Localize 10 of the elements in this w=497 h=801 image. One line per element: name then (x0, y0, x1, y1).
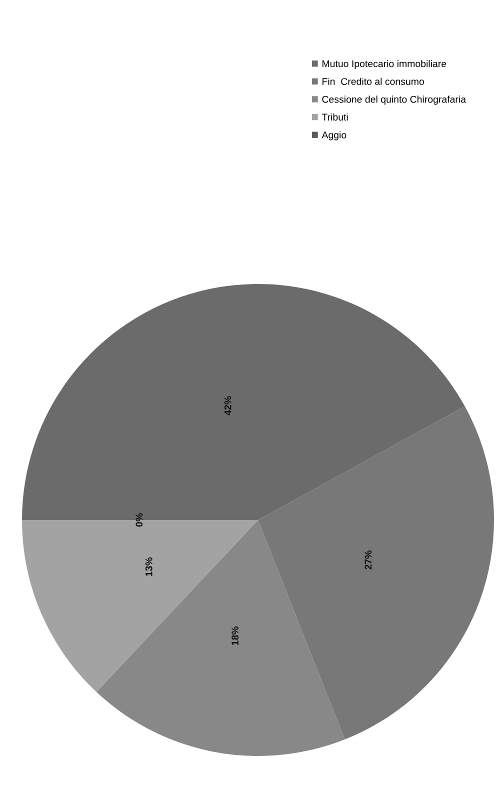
data-label: 13% (145, 557, 152, 576)
legend-label: Fin Credito al consumo (322, 78, 424, 85)
data-label: 18% (232, 626, 238, 646)
legend-label: Tributi (322, 113, 348, 121)
data-label: 27% (364, 550, 372, 570)
data-label: 42% (224, 396, 232, 416)
legend-label: Cessione del quinto Chirografaria (322, 96, 466, 105)
legend-label: Aggio (322, 131, 346, 140)
legend-label: Mutuo Ipotecario immobiliare (322, 60, 446, 70)
text: 0% (136, 513, 143, 527)
